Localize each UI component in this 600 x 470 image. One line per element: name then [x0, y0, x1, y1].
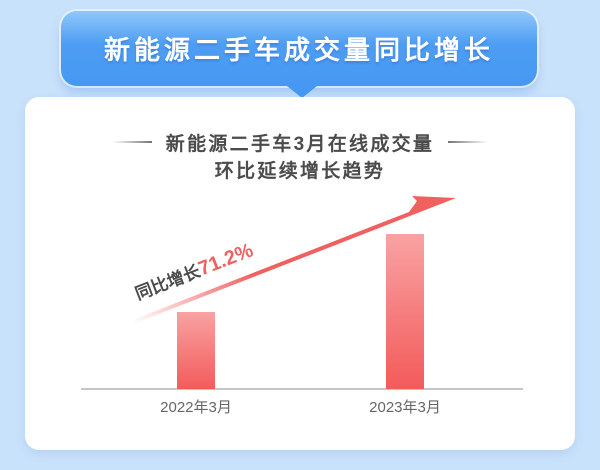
svg-text:2022年3月: 2022年3月	[160, 399, 232, 416]
svg-text:同比增长71.2%: 同比增长71.2%	[132, 239, 257, 304]
svg-text:2023年3月: 2023年3月	[369, 399, 441, 416]
